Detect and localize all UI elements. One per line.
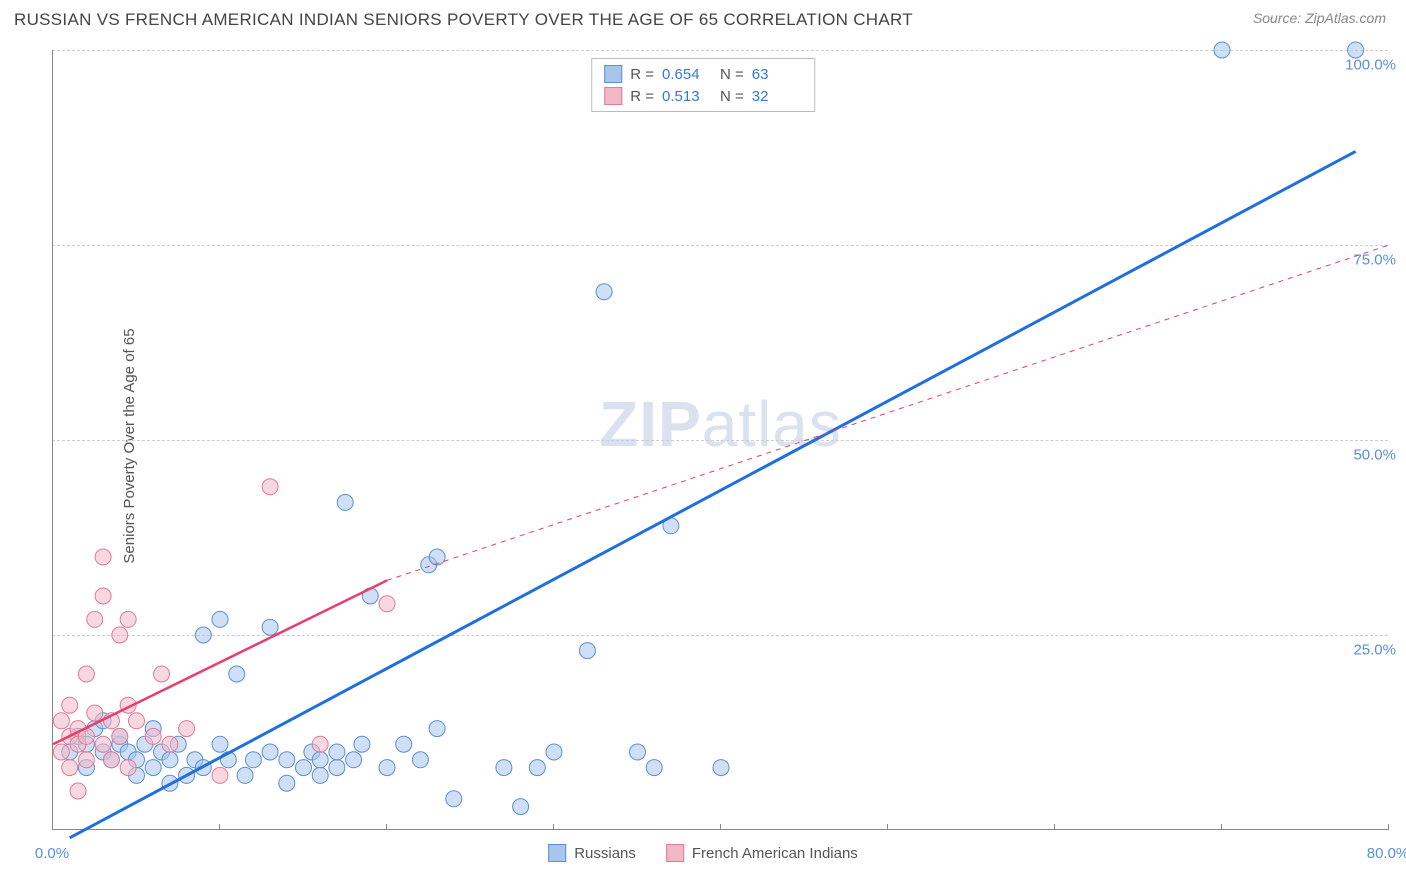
- chart-title: RUSSIAN VS FRENCH AMERICAN INDIAN SENIOR…: [14, 10, 913, 30]
- scatter-point: [279, 752, 295, 768]
- swatch-french: [666, 844, 684, 862]
- scatter-point: [112, 627, 128, 643]
- n-value-french: 32: [752, 88, 802, 105]
- scatter-svg: [53, 50, 1388, 829]
- scatter-point: [396, 736, 412, 752]
- regression-line-ext: [387, 245, 1389, 580]
- scatter-point: [630, 744, 646, 760]
- scatter-point: [237, 767, 253, 783]
- scatter-point: [62, 697, 78, 713]
- n-label: N =: [720, 88, 744, 105]
- scatter-point: [429, 721, 445, 737]
- scatter-point: [296, 760, 312, 776]
- x-tick-label: 0.0%: [35, 845, 69, 862]
- scatter-point: [162, 736, 178, 752]
- scatter-point: [245, 752, 261, 768]
- scatter-point: [53, 713, 69, 729]
- swatch-russians: [548, 844, 566, 862]
- scatter-point: [145, 760, 161, 776]
- scatter-point: [212, 767, 228, 783]
- regression-line: [70, 151, 1356, 837]
- swatch-russians: [604, 65, 622, 83]
- scatter-point: [95, 549, 111, 565]
- scatter-point: [195, 627, 211, 643]
- legend-label-french: French American Indians: [692, 845, 858, 862]
- scatter-point: [379, 760, 395, 776]
- legend-item-russians: Russians: [548, 844, 636, 862]
- scatter-point: [87, 705, 103, 721]
- stats-legend: R = 0.654 N = 63 R = 0.513 N = 32: [591, 58, 815, 112]
- bottom-legend: Russians French American Indians: [548, 844, 858, 862]
- scatter-point: [496, 760, 512, 776]
- scatter-point: [162, 752, 178, 768]
- scatter-point: [262, 744, 278, 760]
- scatter-point: [529, 760, 545, 776]
- stats-row-french: R = 0.513 N = 32: [600, 85, 806, 107]
- r-value-french: 0.513: [662, 88, 712, 105]
- scatter-point: [95, 736, 111, 752]
- x-tick-label: 80.0%: [1367, 845, 1406, 862]
- legend-item-french: French American Indians: [666, 844, 858, 862]
- stats-row-russians: R = 0.654 N = 63: [600, 63, 806, 85]
- scatter-point: [379, 596, 395, 612]
- n-label: N =: [720, 66, 744, 83]
- r-label: R =: [630, 66, 654, 83]
- regression-line: [53, 580, 387, 744]
- scatter-point: [513, 799, 529, 815]
- x-tick-mark: [1388, 824, 1389, 830]
- scatter-point: [1214, 42, 1230, 58]
- scatter-point: [346, 752, 362, 768]
- scatter-point: [279, 775, 295, 791]
- legend-label-russians: Russians: [574, 845, 636, 862]
- scatter-point: [446, 791, 462, 807]
- scatter-point: [646, 760, 662, 776]
- scatter-point: [312, 736, 328, 752]
- scatter-point: [112, 728, 128, 744]
- scatter-point: [103, 752, 119, 768]
- scatter-point: [78, 666, 94, 682]
- r-value-russians: 0.654: [662, 66, 712, 83]
- scatter-point: [212, 736, 228, 752]
- scatter-point: [329, 760, 345, 776]
- scatter-point: [1348, 42, 1364, 58]
- scatter-point: [70, 783, 86, 799]
- scatter-point: [87, 611, 103, 627]
- scatter-point: [53, 744, 69, 760]
- scatter-point: [95, 588, 111, 604]
- scatter-point: [120, 760, 136, 776]
- scatter-point: [329, 744, 345, 760]
- scatter-point: [412, 752, 428, 768]
- source-attribution: Source: ZipAtlas.com: [1253, 10, 1386, 26]
- scatter-point: [337, 494, 353, 510]
- scatter-point: [713, 760, 729, 776]
- scatter-point: [120, 611, 136, 627]
- scatter-point: [129, 713, 145, 729]
- scatter-point: [262, 619, 278, 635]
- swatch-french: [604, 87, 622, 105]
- scatter-point: [78, 752, 94, 768]
- scatter-point: [179, 721, 195, 737]
- scatter-point: [145, 728, 161, 744]
- scatter-point: [596, 284, 612, 300]
- scatter-point: [546, 744, 562, 760]
- r-label: R =: [630, 88, 654, 105]
- scatter-point: [354, 736, 370, 752]
- scatter-point: [429, 549, 445, 565]
- n-value-russians: 63: [752, 66, 802, 83]
- scatter-point: [312, 752, 328, 768]
- scatter-point: [229, 666, 245, 682]
- scatter-point: [579, 643, 595, 659]
- scatter-point: [312, 767, 328, 783]
- scatter-point: [212, 611, 228, 627]
- scatter-point: [62, 760, 78, 776]
- scatter-point: [154, 666, 170, 682]
- plot-area: ZIPatlas: [52, 50, 1388, 830]
- scatter-point: [262, 479, 278, 495]
